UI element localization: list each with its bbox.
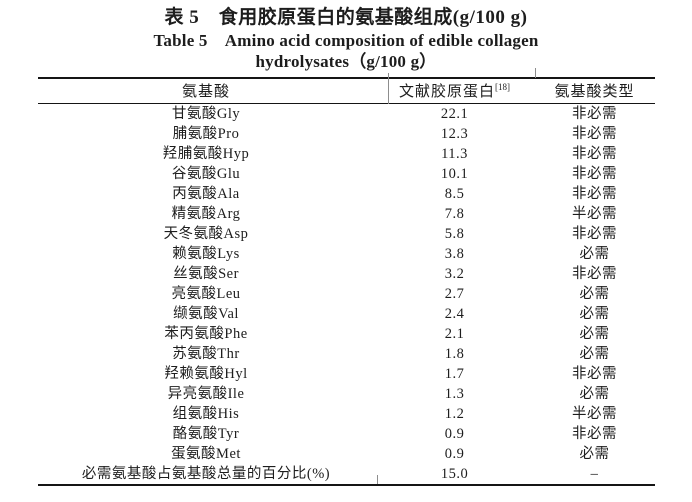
table-caption-en-line1: Table 5 Amino acid composition of edible… — [153, 31, 539, 50]
cell-amino-acid-type: 必需 — [579, 445, 610, 462]
cell-amino-acid-name: 必需氨基酸占氨基酸总量的百分比(%) — [81, 465, 331, 482]
cell-literature-value: 3.8 — [444, 245, 465, 262]
cell-literature-value: 22.1 — [440, 105, 469, 122]
cell-literature-value: 15.0 — [440, 465, 469, 482]
cell-amino-acid-type: 半必需 — [572, 405, 617, 422]
cell-amino-acid-name: 羟赖氨酸Hyl — [164, 365, 248, 382]
cell-literature-value: 11.3 — [441, 145, 468, 162]
table-row: 丝氨酸Ser 3.2 非必需 — [38, 264, 655, 284]
cell-amino-acid-type: 必需 — [579, 345, 610, 362]
cell-literature-value: 1.2 — [444, 405, 465, 422]
table-row: 亮氨酸Leu 2.7 必需 — [38, 284, 655, 304]
cell-amino-acid-type: 非必需 — [572, 365, 617, 382]
cell-amino-acid-type: – — [590, 465, 599, 482]
table-row: 异亮氨酸Ile 1.3 必需 — [38, 384, 655, 404]
table-row: 蛋氨酸Met 0.9 必需 — [38, 444, 655, 464]
cell-amino-acid-name: 精氨酸Arg — [171, 205, 241, 222]
cell-amino-acid-name: 丙氨酸Ala — [172, 185, 240, 202]
col-header-amino-acid-type: 氨基酸类型 — [534, 78, 655, 104]
table-row: 脯氨酸Pro 12.3 非必需 — [38, 124, 655, 144]
cell-amino-acid-type: 必需 — [579, 325, 610, 342]
table-body: 甘氨酸Gly 22.1 非必需 脯氨酸Pro 12.3 非必需 羟脯氨酸Hyp 11.3 非必需… — [38, 103, 655, 485]
cell-amino-acid-type: 非必需 — [572, 425, 617, 442]
table-row: 谷氨酸Glu 10.1 非必需 — [38, 164, 655, 184]
table-row: 羟赖氨酸Hyl 1.7 非必需 — [38, 364, 655, 384]
cell-literature-value: 8.5 — [444, 185, 465, 202]
cell-literature-value: 0.9 — [444, 425, 465, 442]
cell-amino-acid-type: 半必需 — [572, 205, 617, 222]
col-header-amino-acid: 氨基酸 — [37, 78, 375, 104]
table-row: 甘氨酸Gly 22.1 非必需 — [38, 103, 655, 124]
cell-amino-acid-type: 非必需 — [572, 125, 617, 142]
table-row: 缬氨酸Val 2.4 必需 — [38, 304, 655, 324]
cell-literature-value: 1.3 — [444, 385, 465, 402]
cell-amino-acid-type: 必需 — [579, 305, 610, 322]
cell-amino-acid-type: 必需 — [579, 245, 610, 262]
cell-amino-acid-type: 必需 — [579, 385, 610, 402]
cell-amino-acid-name: 苯丙氨酸Phe — [164, 325, 248, 342]
cell-amino-acid-type: 非必需 — [572, 225, 617, 242]
cell-amino-acid-type: 必需 — [579, 285, 610, 302]
cell-amino-acid-name: 谷氨酸Glu — [171, 165, 241, 182]
amino-acid-table: 氨基酸 文献胶原蛋白[18] 氨基酸类型 甘氨酸Gly 22.1 非必需 脯氨酸Pro… — [37, 77, 655, 486]
table-row: 苏氨酸Thr 1.8 必需 — [38, 344, 655, 364]
cell-amino-acid-name: 亮氨酸Leu — [171, 285, 241, 302]
table-caption-zh: 表 5 食用胶原蛋白的氨基酸组成(g/100 g) — [164, 7, 528, 28]
reference-superscript: [18] — [495, 82, 510, 93]
cell-amino-acid-name: 酪氨酸Tyr — [172, 425, 240, 442]
table-row: 丙氨酸Ala 8.5 非必需 — [38, 184, 655, 204]
cell-amino-acid-type: 非必需 — [572, 185, 617, 202]
cell-amino-acid-name: 组氨酸His — [172, 405, 240, 422]
column-divider-tick — [376, 474, 378, 484]
column-divider-tick — [387, 73, 389, 104]
cell-amino-acid-name: 脯氨酸Pro — [172, 125, 240, 142]
cell-amino-acid-name: 赖氨酸Lys — [172, 245, 240, 262]
cell-literature-value: 10.1 — [440, 165, 469, 182]
cell-amino-acid-name: 羟脯氨酸Hyp — [162, 145, 250, 162]
cell-amino-acid-name: 苏氨酸Thr — [172, 345, 240, 362]
cell-literature-value: 2.1 — [444, 325, 465, 342]
cell-literature-value: 7.8 — [444, 205, 465, 222]
cell-literature-value: 3.2 — [444, 265, 465, 282]
cell-amino-acid-name: 蛋氨酸Met — [171, 445, 241, 462]
cell-literature-value: 5.8 — [444, 225, 465, 242]
cell-amino-acid-type: 非必需 — [572, 145, 617, 162]
cell-literature-value: 0.9 — [444, 445, 465, 462]
table-caption: 表 5 食用胶原蛋白的氨基酸组成(g/100 g) Table 5 Amino … — [0, 0, 692, 72]
column-divider-tick — [534, 68, 536, 78]
cell-amino-acid-name: 甘氨酸Gly — [171, 105, 241, 122]
table-row: 精氨酸Arg 7.8 半必需 — [38, 204, 655, 224]
cell-amino-acid-name: 缬氨酸Val — [173, 305, 239, 322]
cell-amino-acid-name: 丝氨酸Ser — [173, 265, 239, 282]
cell-amino-acid-type: 非必需 — [572, 105, 617, 122]
cell-literature-value: 2.4 — [444, 305, 465, 322]
cell-literature-value: 2.7 — [444, 285, 465, 302]
cell-amino-acid-type: 非必需 — [572, 265, 617, 282]
header-row: 氨基酸 文献胶原蛋白[18] 氨基酸类型 — [37, 78, 655, 104]
cell-literature-value: 1.8 — [444, 345, 465, 362]
table-row: 苯丙氨酸Phe 2.1 必需 — [38, 324, 655, 344]
cell-amino-acid-name: 异亮氨酸Ile — [167, 385, 245, 402]
table-row: 天冬氨酸Asp 5.8 非必需 — [38, 224, 655, 244]
cell-amino-acid-type: 非必需 — [572, 165, 617, 182]
table-row: 赖氨酸Lys 3.8 必需 — [38, 244, 655, 264]
table-caption-en-line2: hydrolysates（g/100 g） — [255, 52, 437, 71]
cell-amino-acid-name: 天冬氨酸Asp — [163, 225, 249, 242]
col-header-literature-collagen: 文献胶原蛋白[18] — [374, 78, 535, 104]
table-row: 酪氨酸Tyr 0.9 非必需 — [38, 424, 655, 444]
cell-literature-value: 12.3 — [440, 125, 469, 142]
table-row: 必需氨基酸占氨基酸总量的百分比(%) 15.0 – — [38, 464, 655, 485]
table-row: 组氨酸His 1.2 半必需 — [38, 404, 655, 424]
cell-literature-value: 1.7 — [444, 365, 465, 382]
table-row: 羟脯氨酸Hyp 11.3 非必需 — [38, 144, 655, 164]
col-header-literature-collagen-label: 文献胶原蛋白 — [398, 84, 495, 101]
amino-acid-table-wrap: 氨基酸 文献胶原蛋白[18] 氨基酸类型 甘氨酸Gly 22.1 非必需 脯氨酸Pro… — [37, 68, 655, 486]
